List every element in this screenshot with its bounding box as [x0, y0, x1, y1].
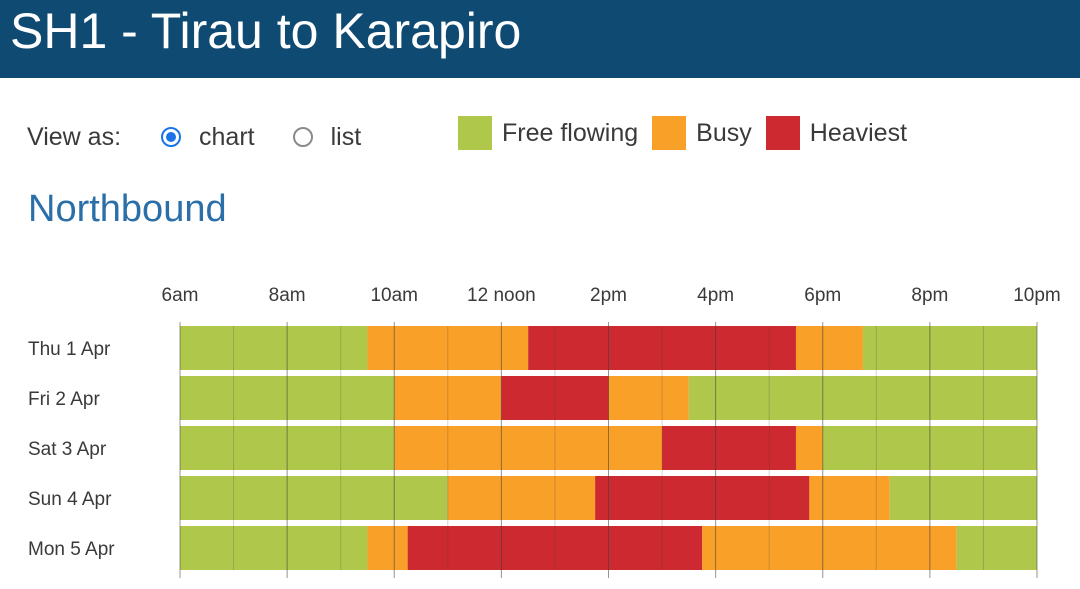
- x-tick-label: 10am: [370, 285, 418, 306]
- legend-item-heaviest: Heaviest: [765, 116, 908, 150]
- row-label: Fri 2 Apr: [28, 389, 100, 410]
- legend-item-busy: Busy: [652, 116, 752, 150]
- view-chart-option[interactable]: chart: [161, 123, 255, 152]
- traffic-segment-busy: [702, 526, 957, 570]
- row-label: Sun 4 Apr: [28, 489, 112, 510]
- traffic-segment-busy: [447, 476, 596, 520]
- chart-legend: Free flowing Busy Heaviest: [458, 116, 921, 150]
- traffic-segment-busy: [608, 376, 689, 420]
- traffic-segment-heaviest: [662, 426, 796, 470]
- heaviest-swatch: [765, 116, 800, 150]
- x-tick-label: 10pm: [1013, 285, 1061, 306]
- x-tick-label: 6pm: [804, 285, 841, 306]
- view-list-option[interactable]: list: [292, 122, 362, 152]
- traffic-segment-heaviest: [407, 526, 703, 570]
- row-label: Sat 3 Apr: [28, 439, 107, 460]
- legend-label: Heaviest: [809, 118, 908, 147]
- legend-label: Free flowing: [502, 118, 639, 147]
- traffic-segment-free-flowing: [956, 526, 1037, 570]
- traffic-segment-free-flowing: [862, 326, 1037, 370]
- page-title: SH1 - Tirau to Karapiro: [10, 3, 522, 59]
- direction-heading: Northbound: [28, 188, 227, 230]
- legend-label: Busy: [696, 118, 752, 147]
- traffic-segment-busy: [795, 326, 863, 370]
- traffic-segment-busy: [394, 426, 663, 470]
- list-option-label: list: [330, 122, 362, 151]
- x-tick-label: 12 noon: [467, 285, 536, 306]
- row-label: Thu 1 Apr: [28, 339, 111, 360]
- x-tick-label: 4pm: [697, 285, 734, 306]
- traffic-segment-free-flowing: [180, 526, 368, 570]
- x-tick-label: 2pm: [590, 285, 627, 306]
- traffic-segment-busy: [394, 376, 502, 420]
- traffic-segment-free-flowing: [180, 326, 368, 370]
- traffic-segment-heaviest: [501, 376, 609, 420]
- traffic-segment-free-flowing: [889, 476, 1037, 520]
- chart-radio-button[interactable]: [161, 127, 182, 147]
- list-radio-button[interactable]: [292, 127, 313, 147]
- view-as-label: View as:: [27, 122, 122, 151]
- traffic-segment-busy: [795, 426, 823, 470]
- view-as-control: View as: chart list: [27, 120, 399, 154]
- traffic-segment-busy: [367, 526, 408, 570]
- x-tick-label: 8pm: [911, 285, 948, 306]
- x-tick-label: 6am: [162, 285, 199, 306]
- legend-item-free-flowing: Free flowing: [458, 116, 638, 150]
- x-tick-label: 8am: [269, 285, 306, 306]
- traffic-segment-heaviest: [595, 476, 810, 520]
- chart-option-label: chart: [199, 122, 255, 151]
- traffic-segment-heaviest: [528, 326, 796, 370]
- traffic-segment-free-flowing: [688, 376, 1037, 420]
- page-header: SH1 - Tirau to Karapiro: [0, 0, 1080, 78]
- free-flowing-swatch: [458, 116, 492, 150]
- busy-swatch: [652, 116, 687, 150]
- row-label: Mon 5 Apr: [28, 539, 115, 560]
- traffic-segment-free-flowing: [180, 476, 448, 520]
- traffic-chart: 6am 8am 10am 12 noon 2pm 4pm 6pm 8pm 10pm Thu 1 A…: [28, 285, 1061, 578]
- traffic-segment-busy: [809, 476, 890, 520]
